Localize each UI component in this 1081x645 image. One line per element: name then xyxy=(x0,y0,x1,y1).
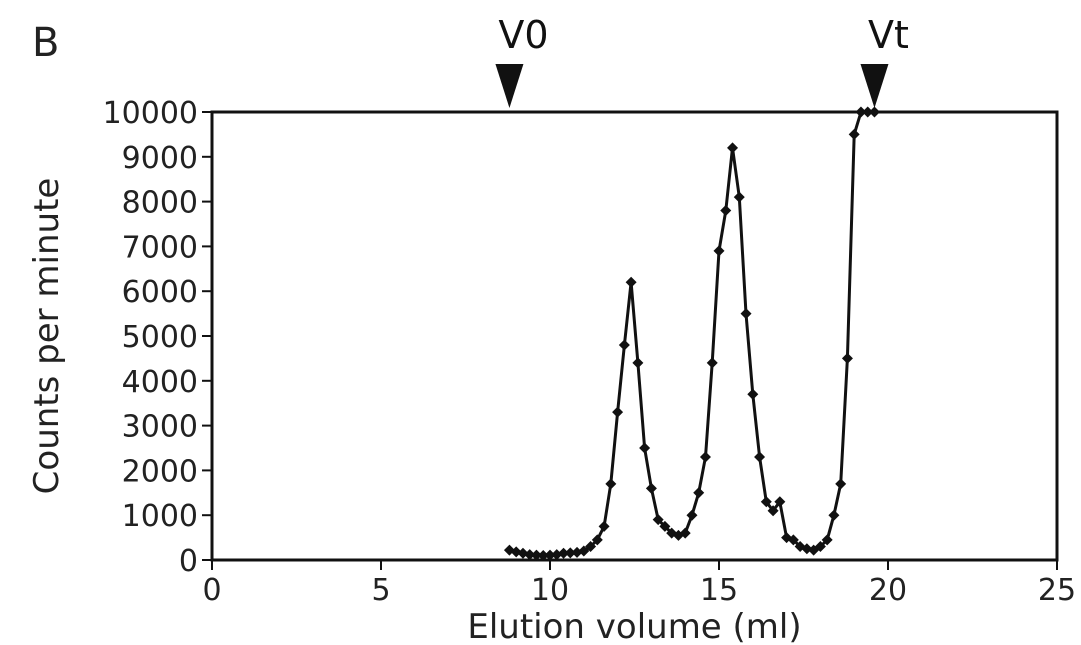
data-point xyxy=(605,478,616,489)
data-point xyxy=(693,487,704,498)
data-point xyxy=(842,353,853,364)
data-point xyxy=(828,510,839,521)
data-point xyxy=(612,407,623,418)
y-tick-label-8000: 8000 xyxy=(122,186,198,221)
data-point xyxy=(835,478,846,489)
data-point xyxy=(720,205,731,216)
y-tick-label-10000: 10000 xyxy=(103,96,198,131)
y-tick-label-0: 0 xyxy=(179,544,198,579)
y-tick-label-1000: 1000 xyxy=(122,499,198,534)
x-tick-label-25: 25 xyxy=(1038,573,1076,608)
marker-arrow-vt xyxy=(860,64,888,108)
x-tick-label-0: 0 xyxy=(202,573,221,608)
x-axis-title: Elution volume (ml) xyxy=(467,607,801,645)
marker-label-v0: V0 xyxy=(498,13,548,57)
series-line-0 xyxy=(509,112,874,556)
data-point xyxy=(599,521,610,532)
data-point xyxy=(734,192,745,203)
data-point xyxy=(646,483,657,494)
data-point xyxy=(747,389,758,400)
data-point xyxy=(741,308,752,319)
data-point xyxy=(686,510,697,521)
y-tick-label-9000: 9000 xyxy=(122,141,198,176)
data-point xyxy=(632,357,643,368)
data-point xyxy=(754,451,765,462)
y-tick-label-7000: 7000 xyxy=(122,230,198,265)
data-point xyxy=(714,245,725,256)
y-tick-label-2000: 2000 xyxy=(122,454,198,489)
y-axis: 0 1000 2000 3000 4000 5000 6000 7000 8000 9000 100… xyxy=(103,96,212,579)
y-tick-label-6000: 6000 xyxy=(122,275,198,310)
data-point xyxy=(700,451,711,462)
data-point xyxy=(869,107,880,118)
y-axis-title: Counts per minute xyxy=(27,178,67,495)
data-point xyxy=(626,277,637,288)
elution-markers: V0 Vt xyxy=(495,13,908,108)
series-layer xyxy=(504,107,880,562)
x-tick-label-10: 10 xyxy=(531,573,569,608)
x-tick-label-15: 15 xyxy=(700,573,738,608)
marker-arrow-v0 xyxy=(495,64,523,108)
data-point xyxy=(707,357,718,368)
y-tick-label-4000: 4000 xyxy=(122,365,198,400)
data-point xyxy=(639,443,650,454)
x-axis: 0 5 10 15 20 25 xyxy=(202,560,1076,608)
data-point xyxy=(619,339,630,350)
x-tick-label-5: 5 xyxy=(371,573,390,608)
x-tick-label-20: 20 xyxy=(869,573,907,608)
data-point xyxy=(727,142,738,153)
panel-label: B xyxy=(32,20,59,66)
y-tick-label-3000: 3000 xyxy=(122,410,198,445)
marker-label-vt: Vt xyxy=(868,13,909,57)
y-tick-label-5000: 5000 xyxy=(122,320,198,355)
data-point xyxy=(849,129,860,140)
